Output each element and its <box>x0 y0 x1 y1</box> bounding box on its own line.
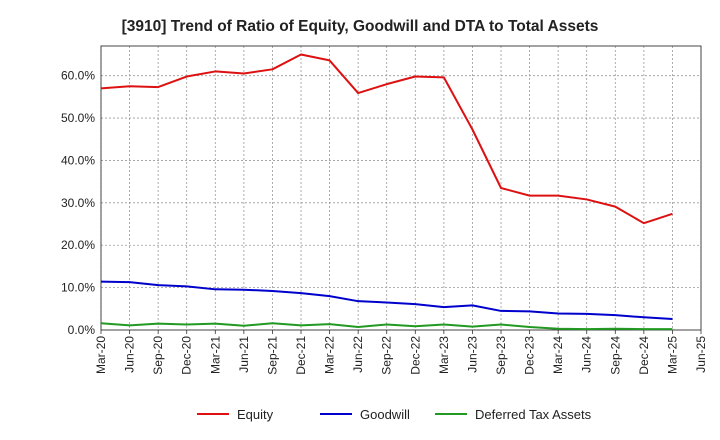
x-tick-label: Jun-20 <box>123 336 137 373</box>
x-tick-label: Jun-23 <box>465 336 479 373</box>
x-tick-label: Mar-23 <box>437 336 451 374</box>
series-line-goodwill <box>100 280 673 320</box>
x-tick-label: Sep-21 <box>265 336 279 375</box>
x-tick-label: Dec-20 <box>180 336 194 375</box>
legend-label-equity: Equity <box>237 407 274 422</box>
plot-frame <box>100 45 702 331</box>
x-tick-label: Mar-20 <box>94 336 108 374</box>
x-tick-label: Dec-24 <box>637 336 651 375</box>
y-tick-label: 30.0% <box>61 196 95 210</box>
legend-label-goodwill: Goodwill <box>360 407 410 422</box>
y-tick-label: 0.0% <box>68 323 96 337</box>
x-tick-label: Jun-22 <box>351 336 365 373</box>
x-tick-label: Mar-21 <box>208 336 222 374</box>
series-line-equity <box>100 53 673 225</box>
y-tick-label: 50.0% <box>61 111 95 125</box>
y-tick-label: 40.0% <box>61 153 95 167</box>
x-tick-label: Dec-23 <box>523 336 537 375</box>
series-line-deferred-tax-assets <box>100 322 673 331</box>
x-tick-label: Mar-25 <box>665 336 679 374</box>
grid <box>100 46 702 331</box>
series-lines <box>100 53 673 331</box>
y-tick-label: 20.0% <box>61 238 95 252</box>
y-tick-label: 10.0% <box>61 281 95 295</box>
chart-title: [3910] Trend of Ratio of Equity, Goodwil… <box>122 18 599 35</box>
axes: 0.0% 10.0% 20.0% 30.0% 40.0% 50.0% 60.0% Mar-20… <box>61 45 708 375</box>
y-tick-label: 60.0% <box>61 69 95 83</box>
x-tick-label: Sep-23 <box>494 336 508 375</box>
legend: Equity Goodwill Deferred Tax Assets <box>197 407 592 422</box>
x-tick-label: Mar-22 <box>323 336 337 374</box>
x-tick-label: Jun-25 <box>694 336 708 373</box>
x-tick-label: Jun-24 <box>580 336 594 373</box>
x-tick-label: Sep-20 <box>151 336 165 375</box>
x-tick-label: Sep-22 <box>380 336 394 375</box>
x-tick-label: Dec-21 <box>294 336 308 375</box>
x-tick-label: Dec-22 <box>408 336 422 375</box>
x-tick-label: Sep-24 <box>608 336 622 375</box>
x-tick-label: Jun-21 <box>237 336 251 373</box>
x-tick-label: Mar-24 <box>551 336 565 374</box>
legend-label-deferred-tax-assets: Deferred Tax Assets <box>475 407 592 422</box>
